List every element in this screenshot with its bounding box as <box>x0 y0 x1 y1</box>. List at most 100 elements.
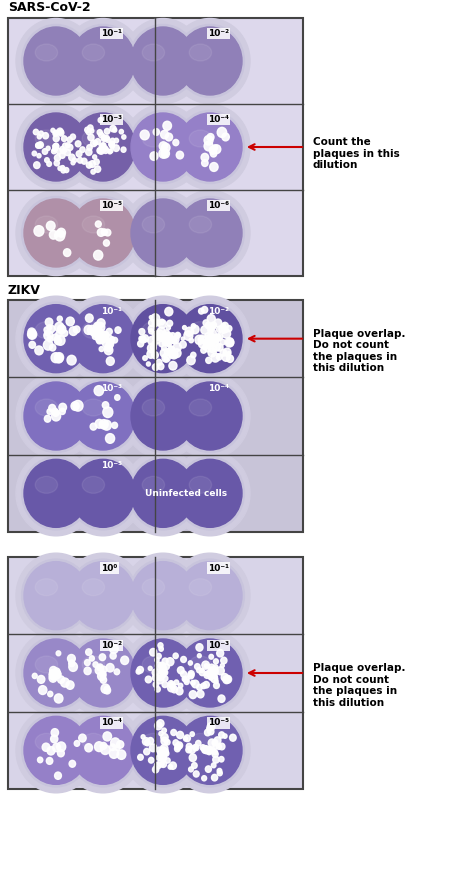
Ellipse shape <box>49 345 56 351</box>
Ellipse shape <box>80 147 85 152</box>
Ellipse shape <box>42 743 50 751</box>
Ellipse shape <box>37 675 45 683</box>
Ellipse shape <box>175 332 181 338</box>
Ellipse shape <box>189 691 197 698</box>
Ellipse shape <box>199 339 207 348</box>
Ellipse shape <box>213 335 219 342</box>
Ellipse shape <box>131 459 195 527</box>
Ellipse shape <box>105 136 109 140</box>
Ellipse shape <box>53 147 57 152</box>
Ellipse shape <box>210 323 216 330</box>
Ellipse shape <box>184 679 189 685</box>
Ellipse shape <box>142 44 164 61</box>
Ellipse shape <box>173 653 178 658</box>
Ellipse shape <box>142 734 164 750</box>
Ellipse shape <box>153 674 159 681</box>
Ellipse shape <box>105 335 113 344</box>
Ellipse shape <box>142 399 164 416</box>
Ellipse shape <box>206 357 211 363</box>
Ellipse shape <box>128 197 197 269</box>
Ellipse shape <box>98 672 106 680</box>
Ellipse shape <box>109 744 116 750</box>
Ellipse shape <box>207 134 214 141</box>
Ellipse shape <box>95 138 100 144</box>
Ellipse shape <box>209 146 217 154</box>
Ellipse shape <box>195 664 200 670</box>
Ellipse shape <box>93 141 98 145</box>
Ellipse shape <box>34 226 44 237</box>
Text: 10⁻⁴: 10⁻⁴ <box>101 719 122 727</box>
Ellipse shape <box>185 327 193 336</box>
Ellipse shape <box>115 327 121 333</box>
Ellipse shape <box>162 332 168 338</box>
Ellipse shape <box>188 661 192 665</box>
Ellipse shape <box>69 457 137 530</box>
Ellipse shape <box>82 159 87 164</box>
Ellipse shape <box>62 136 67 142</box>
Ellipse shape <box>63 451 143 536</box>
Ellipse shape <box>84 667 91 674</box>
Ellipse shape <box>67 655 75 663</box>
Ellipse shape <box>37 758 43 763</box>
Ellipse shape <box>95 665 104 674</box>
Ellipse shape <box>200 335 204 339</box>
Ellipse shape <box>113 128 117 132</box>
Ellipse shape <box>106 357 114 365</box>
Ellipse shape <box>37 153 41 158</box>
Ellipse shape <box>162 346 166 351</box>
Ellipse shape <box>159 647 164 651</box>
Ellipse shape <box>157 327 165 335</box>
Ellipse shape <box>189 579 211 595</box>
Ellipse shape <box>123 374 203 458</box>
Ellipse shape <box>166 340 172 346</box>
Ellipse shape <box>217 128 227 137</box>
Ellipse shape <box>46 318 53 326</box>
Ellipse shape <box>156 320 161 326</box>
Ellipse shape <box>53 671 61 679</box>
Ellipse shape <box>54 671 61 678</box>
Ellipse shape <box>158 675 164 680</box>
Ellipse shape <box>69 197 137 269</box>
Ellipse shape <box>154 338 160 344</box>
Ellipse shape <box>106 433 115 443</box>
Ellipse shape <box>199 308 204 314</box>
Ellipse shape <box>104 686 109 691</box>
Ellipse shape <box>35 216 58 233</box>
Ellipse shape <box>51 728 59 736</box>
Ellipse shape <box>131 639 195 707</box>
Ellipse shape <box>84 325 93 334</box>
Ellipse shape <box>164 335 171 342</box>
Ellipse shape <box>188 672 194 679</box>
Ellipse shape <box>54 144 59 150</box>
Ellipse shape <box>82 477 105 494</box>
Ellipse shape <box>131 113 195 181</box>
Ellipse shape <box>206 748 210 753</box>
Ellipse shape <box>192 680 199 688</box>
Ellipse shape <box>211 340 215 344</box>
Ellipse shape <box>155 762 161 769</box>
Ellipse shape <box>175 302 245 375</box>
Ellipse shape <box>49 670 58 679</box>
Ellipse shape <box>56 148 62 154</box>
Ellipse shape <box>175 559 245 633</box>
Ellipse shape <box>99 144 104 149</box>
Ellipse shape <box>46 222 55 230</box>
Ellipse shape <box>222 323 228 330</box>
Ellipse shape <box>158 642 163 649</box>
Ellipse shape <box>160 760 166 767</box>
Ellipse shape <box>144 749 150 755</box>
Ellipse shape <box>142 130 164 147</box>
Ellipse shape <box>37 135 41 139</box>
Ellipse shape <box>63 553 143 638</box>
Ellipse shape <box>161 748 167 754</box>
Ellipse shape <box>123 190 203 276</box>
Ellipse shape <box>95 322 100 328</box>
Ellipse shape <box>102 145 108 152</box>
Ellipse shape <box>24 717 88 784</box>
Ellipse shape <box>82 130 105 147</box>
Ellipse shape <box>44 330 53 340</box>
Ellipse shape <box>217 649 224 657</box>
Ellipse shape <box>173 139 179 145</box>
Ellipse shape <box>101 144 105 147</box>
Ellipse shape <box>161 668 165 672</box>
